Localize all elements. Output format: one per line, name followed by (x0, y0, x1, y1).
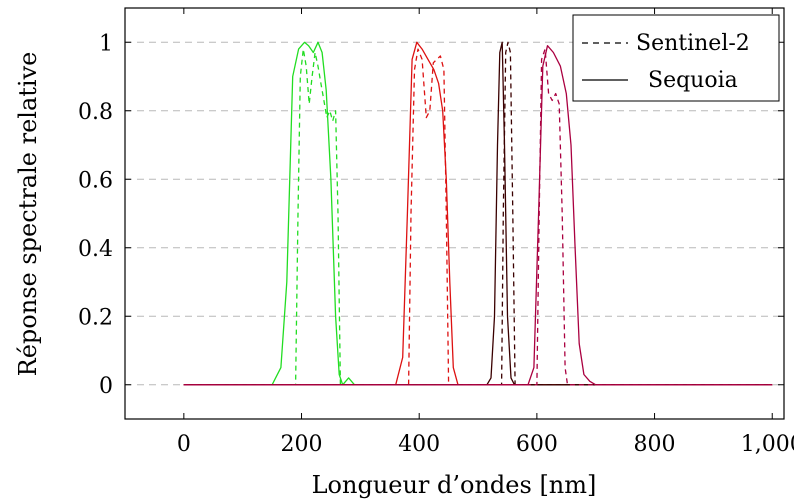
y-tick-label: 0.8 (78, 100, 113, 125)
legend: Sentinel-2 Sequoia (572, 14, 780, 102)
y-tick-label: 1 (99, 31, 113, 56)
y-tick-label: 0.4 (78, 237, 113, 262)
x-tick-label: 1,000 (741, 432, 794, 457)
y-tick-label: 0 (99, 374, 113, 399)
legend-label-sentinel: Sentinel-2 (636, 31, 750, 56)
series-line-sentinel-2 (183, 41, 773, 386)
axis-ticks (125, 8, 784, 419)
x-axis-label: Longueur d’ondes [nm] (312, 471, 597, 499)
x-tick-label: 400 (398, 432, 440, 457)
series-line-sequoia (183, 41, 773, 386)
legend-box (572, 14, 780, 102)
series-line-sentinel-2 (183, 48, 773, 386)
y-tick-label: 0.6 (78, 168, 113, 193)
x-tick-label: 800 (634, 432, 676, 457)
series-line-sequoia (183, 45, 773, 386)
series-line-sequoia (183, 41, 773, 386)
legend-label-sequoia: Sequoia (648, 68, 738, 93)
series-curves (183, 41, 773, 386)
y-tick-label: 0.2 (78, 305, 113, 330)
plot-frame (124, 7, 785, 420)
x-tick-label: 0 (177, 432, 191, 457)
x-tick-label: 200 (281, 432, 323, 457)
series-line-sequoia (183, 41, 773, 386)
series-line-sentinel-2 (183, 48, 773, 386)
x-tick-label: 600 (516, 432, 558, 457)
series-line-sentinel-2 (183, 48, 773, 386)
y-axis-label: Réponse spectrale relative (14, 52, 42, 377)
